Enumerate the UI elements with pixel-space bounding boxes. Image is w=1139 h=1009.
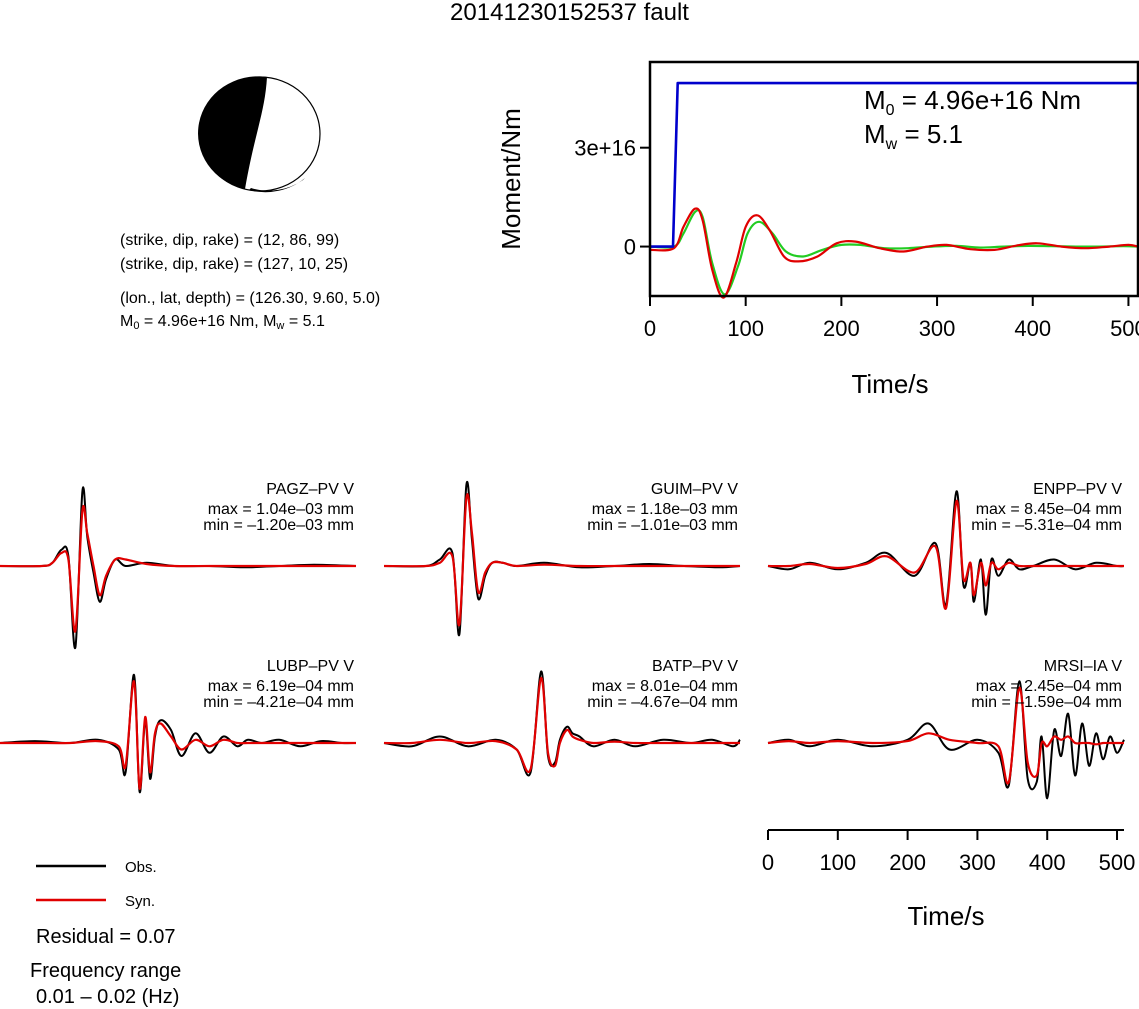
moment-xtick-label: 200	[823, 316, 860, 341]
moment-ytick-label: 0	[624, 235, 636, 260]
observed-trace	[767, 680, 1125, 800]
legend-syn-label: Syn.	[125, 893, 155, 910]
waveform-xlabel: Time/s	[907, 901, 984, 931]
m0-annotation: M0 = 4.96e+16 Nm	[864, 85, 1081, 119]
nodal-plane-1: (strike, dip, rake) = (12, 86, 99)	[120, 232, 340, 249]
synthetic-trace	[767, 686, 1124, 785]
moment-xtick-label: 300	[919, 316, 956, 341]
nodal-plane-2: (strike, dip, rake) = (127, 10, 25)	[120, 256, 349, 273]
moment-xtick-label: 400	[1014, 316, 1051, 341]
moment-xtick-label: 100	[727, 316, 764, 341]
min-label: min = –4.67e–04 mm	[587, 694, 738, 711]
moment-xtick-label: 0	[644, 316, 656, 341]
moment-plot-frame	[648, 60, 1139, 298]
waveform-xtick-label: 500	[1099, 850, 1136, 875]
moment-xlabel: Time/s	[851, 369, 928, 399]
waveform-xtick-label: 0	[762, 850, 774, 875]
min-label: min = –5.31e–04 mm	[971, 517, 1122, 534]
max-label: max = 6.19e–04 mm	[208, 678, 354, 695]
max-label: max = 1.04e–03 mm	[208, 501, 354, 518]
synthetic-trace	[0, 680, 356, 790]
series-moment	[650, 81, 1138, 248]
station-label: PAGZ–PV V	[266, 481, 354, 498]
station-label: MRSI–IA V	[1044, 658, 1123, 675]
mw-annotation: Mw = 5.1	[864, 119, 963, 153]
waveform-xtick-label: 100	[819, 850, 856, 875]
min-label: min = –1.59e–04 mm	[971, 694, 1122, 711]
station-label: LUBP–PV V	[267, 658, 354, 675]
series-rate-red	[649, 207, 1139, 299]
residual-text: Residual = 0.07	[36, 926, 176, 948]
frequency-range-value: 0.01 – 0.02 (Hz)	[36, 986, 180, 1008]
waveform-xtick-label: 400	[1029, 850, 1066, 875]
station-label: GUIM–PV V	[651, 481, 738, 498]
moment-ylabel: Moment/Nm	[496, 108, 526, 250]
max-label: max = 8.01e–04 mm	[592, 678, 738, 695]
moment-magnitude-info: M0 = 4.96e+16 Nm, Mw = 5.1	[120, 313, 325, 332]
legend-obs-label: Obs.	[125, 859, 157, 876]
min-label: min = –4.21e–04 mm	[203, 694, 354, 711]
frequency-range-label: Frequency range	[30, 960, 182, 982]
beachball-lower-arc	[249, 178, 305, 193]
max-label: max = 2.45e–04 mm	[976, 678, 1122, 695]
observed-trace	[0, 673, 357, 793]
moment-xtick-label: 500	[1110, 316, 1139, 341]
series-rate-green	[649, 208, 1139, 296]
waveform-xtick-label: 200	[889, 850, 926, 875]
min-label: min = –1.01e–03 mm	[587, 517, 738, 534]
synthetic-trace	[383, 493, 740, 627]
max-label: max = 8.45e–04 mm	[976, 501, 1122, 518]
page-title: 20141230152537 fault	[450, 0, 689, 26]
station-label: BATP–PV V	[652, 658, 738, 675]
focal-mechanism-beachball	[198, 76, 321, 193]
moment-ytick-label: 3e+16	[574, 136, 636, 161]
moment-function-chart: 0 100 200 300 400 500 0 3e+16 Time/s Moment/Nm…	[496, 60, 1139, 399]
max-label: max = 1.18e–03 mm	[592, 501, 738, 518]
station-label: ENPP–PV V	[1033, 481, 1122, 498]
synthetic-trace	[383, 676, 740, 773]
compressional-quadrant	[198, 76, 267, 189]
synthetic-trace	[0, 505, 356, 633]
min-label: min = –1.20e–03 mm	[203, 517, 354, 534]
waveform-xtick-label: 300	[959, 850, 996, 875]
legend: Obs. Syn.	[36, 859, 157, 910]
event-location: (lon., lat, depth) = (126.30, 9.60, 5.0)	[120, 290, 381, 307]
synthetic-trace	[767, 499, 1124, 610]
